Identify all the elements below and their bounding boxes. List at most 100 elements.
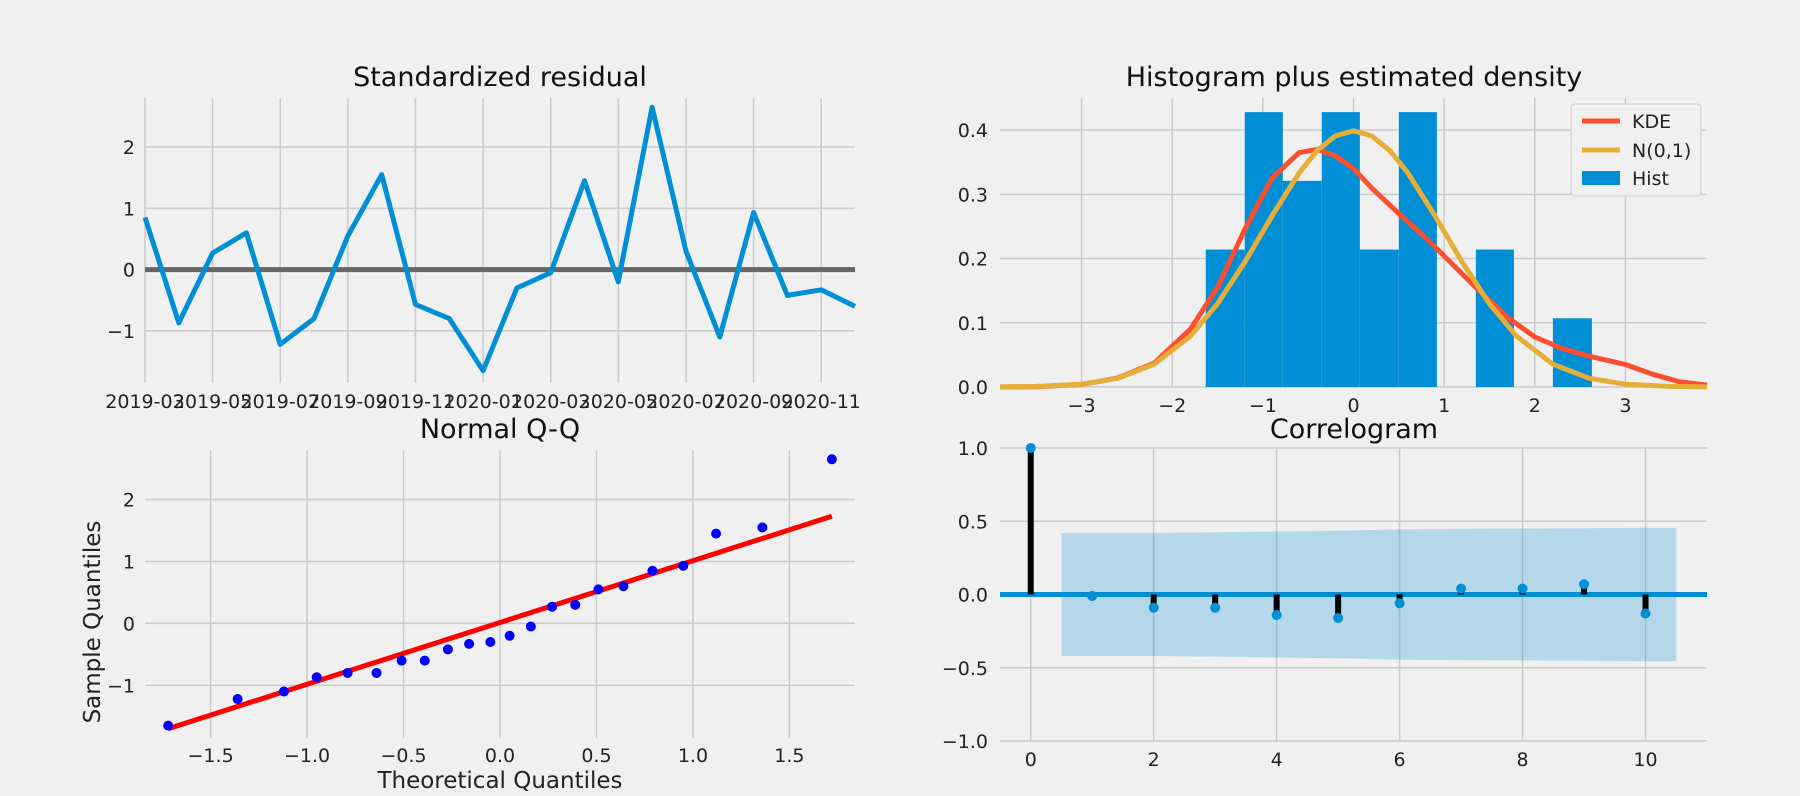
legend-kde-label: KDE bbox=[1632, 111, 1671, 133]
acf-marker bbox=[1517, 583, 1528, 594]
y-tick-labels: −1 0 1 2 bbox=[107, 137, 135, 343]
x-axis-label: Theoretical Quantiles bbox=[376, 768, 622, 794]
acf-marker bbox=[1210, 602, 1221, 613]
acf-marker bbox=[1271, 610, 1282, 621]
y-tick-label: 0 bbox=[123, 260, 135, 282]
y-tick-label: 0.4 bbox=[958, 120, 988, 142]
y-tick-label: 1 bbox=[123, 198, 135, 220]
y-tick-label: 0.2 bbox=[958, 249, 988, 271]
histogram-bar bbox=[1282, 180, 1322, 387]
x-tick-label: 2020-03 bbox=[511, 391, 590, 413]
normal-density-line bbox=[999, 128, 1708, 390]
qq-point bbox=[278, 686, 289, 697]
acf-marker bbox=[1579, 579, 1590, 590]
x-tick-label: 10 bbox=[1633, 749, 1657, 771]
y-tick-label: 0.1 bbox=[958, 313, 988, 335]
y-tick-labels: −1 0 1 2 bbox=[107, 490, 135, 698]
qq-point bbox=[504, 630, 515, 641]
x-tick-label: 2020-07 bbox=[646, 391, 725, 413]
y-tick-label: −1 bbox=[107, 321, 135, 343]
legend-normal-label: N(0,1) bbox=[1632, 140, 1691, 162]
acf-marker bbox=[1394, 598, 1405, 609]
qq-point bbox=[311, 672, 322, 683]
y-tick-labels: 0.0 0.1 0.2 0.3 0.4 bbox=[958, 120, 988, 399]
x-tick-label: 2019-05 bbox=[173, 391, 252, 413]
x-tick-label: 2020-05 bbox=[579, 391, 658, 413]
correlogram-title: Correlogram bbox=[1270, 414, 1438, 445]
y-tick-label: 0 bbox=[123, 613, 135, 635]
grid bbox=[145, 450, 855, 738]
x-tick-label: −1.0 bbox=[284, 745, 330, 767]
x-tick-label: 2020-11 bbox=[781, 391, 860, 413]
x-tick-label: 2020-09 bbox=[714, 391, 793, 413]
histogram-bar bbox=[1398, 112, 1437, 387]
qq-points bbox=[163, 454, 837, 731]
correlogram-panel: Correlogram 0 2 4 6 8 10 −1.0 −0.5 0.0 0.5 1.0 bbox=[942, 414, 1707, 771]
x-tick-label: 1.0 bbox=[678, 745, 708, 767]
qq-point bbox=[442, 644, 453, 655]
y-tick-label: −1.0 bbox=[942, 731, 988, 753]
residual-series-line bbox=[142, 104, 857, 374]
x-tick-label: 1.5 bbox=[774, 745, 804, 767]
x-tick-label: 0 bbox=[1025, 749, 1037, 771]
qq-point bbox=[371, 667, 382, 678]
x-tick-label: 3 bbox=[1619, 395, 1631, 417]
y-tick-label: −1 bbox=[107, 675, 135, 697]
x-tick-label: 4 bbox=[1271, 749, 1283, 771]
y-tick-label: −0.5 bbox=[942, 658, 988, 680]
x-tick-labels: 0 2 4 6 8 10 bbox=[1025, 749, 1658, 771]
qq-point bbox=[464, 638, 475, 649]
y-tick-label: 2 bbox=[123, 490, 135, 512]
histogram-density-panel: Histogram plus estimated density −3 −2 −1 0… bbox=[958, 62, 1708, 417]
qq-point bbox=[525, 621, 536, 632]
acf-marker bbox=[1640, 608, 1651, 619]
qq-point bbox=[678, 560, 689, 571]
legend-hist-swatch bbox=[1582, 171, 1620, 185]
qq-point bbox=[163, 720, 174, 731]
x-tick-label: 0.0 bbox=[485, 745, 515, 767]
qq-point bbox=[826, 454, 837, 465]
x-tick-label: 2 bbox=[1529, 395, 1541, 417]
acf-marker bbox=[1333, 612, 1344, 623]
y-tick-label: 2 bbox=[123, 137, 135, 159]
x-tick-label: 0 bbox=[1347, 395, 1359, 417]
legend-hist-label: Hist bbox=[1632, 168, 1669, 190]
acf-marker bbox=[1148, 602, 1159, 613]
legend: KDE N(0,1) Hist bbox=[1570, 103, 1702, 197]
acf-marker bbox=[1087, 590, 1098, 601]
x-tick-label: 0.5 bbox=[581, 745, 611, 767]
x-tick-label: 1 bbox=[1438, 395, 1450, 417]
histogram-bar bbox=[1359, 249, 1399, 387]
x-tick-label: −1 bbox=[1249, 395, 1277, 417]
x-tick-label: 2019-07 bbox=[241, 391, 320, 413]
qq-point bbox=[396, 655, 407, 666]
qq-point bbox=[232, 693, 243, 704]
x-tick-label: −0.5 bbox=[380, 745, 426, 767]
normal-qq-title: Normal Q-Q bbox=[420, 414, 580, 445]
qq-point bbox=[711, 528, 722, 539]
standardized-residual-title: Standardized residual bbox=[353, 62, 647, 93]
qq-point bbox=[342, 667, 353, 678]
standardized-residual-panel: Standardized residual 2019-032019-052019… bbox=[105, 62, 861, 413]
y-tick-label: 0.3 bbox=[958, 184, 988, 206]
qq-point bbox=[757, 522, 768, 533]
x-tick-labels: −1.5 −1.0 −0.5 0.0 0.5 1.0 1.5 bbox=[188, 745, 805, 767]
x-tick-label: −2 bbox=[1158, 395, 1186, 417]
y-tick-label: 0.0 bbox=[958, 377, 988, 399]
qq-point bbox=[485, 637, 496, 647]
x-tick-label: 2019-09 bbox=[308, 391, 387, 413]
qq-point bbox=[419, 655, 430, 666]
y-axis-label: Sample Quantiles bbox=[80, 521, 106, 724]
x-tick-labels: 2019-032019-052019-072019-092019-112020-… bbox=[105, 391, 861, 413]
qq-point bbox=[593, 584, 604, 595]
qq-point bbox=[647, 565, 658, 576]
normal-qq-panel: Normal Q-Q −1.5 −1.0 −0.5 0.0 0.5 1.0 1.5 −1 0 1… bbox=[80, 414, 855, 794]
acf-marker bbox=[1025, 443, 1036, 453]
x-tick-label: 2019-11 bbox=[376, 391, 455, 413]
qq-point bbox=[618, 581, 629, 592]
y-tick-label: 1.0 bbox=[958, 438, 988, 460]
y-tick-label: 1 bbox=[123, 551, 135, 573]
histogram-density-title: Histogram plus estimated density bbox=[1126, 62, 1583, 93]
x-tick-label: −3 bbox=[1068, 395, 1096, 417]
